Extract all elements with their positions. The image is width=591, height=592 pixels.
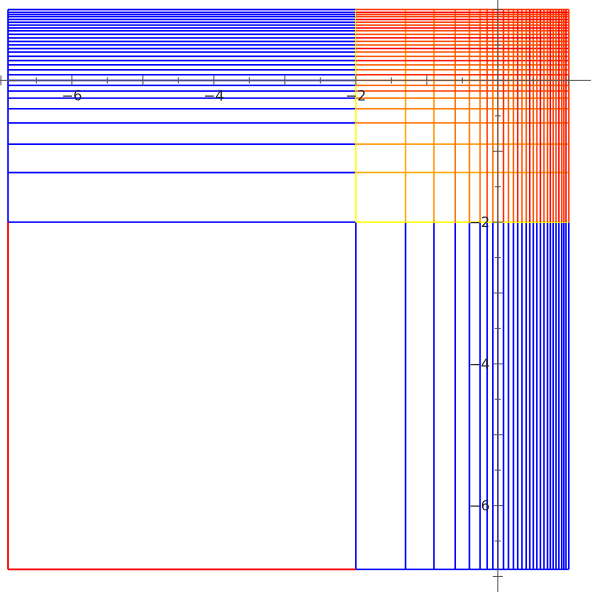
x-tick-label-0: −6 <box>62 88 83 104</box>
y-tick-label-1: −4 <box>469 357 490 373</box>
x-axis-ticks: −6 −4 −2 <box>0 75 570 104</box>
y-tick-label-0: −2 <box>469 215 490 231</box>
x-tick-label-2: −2 <box>346 88 367 104</box>
x-tick-label-1: −4 <box>204 88 225 104</box>
grid-lines <box>7 8 570 571</box>
y-axis-ticks: −2 −4 −6 <box>469 9 503 577</box>
y-tick-label-2: −6 <box>469 499 490 515</box>
